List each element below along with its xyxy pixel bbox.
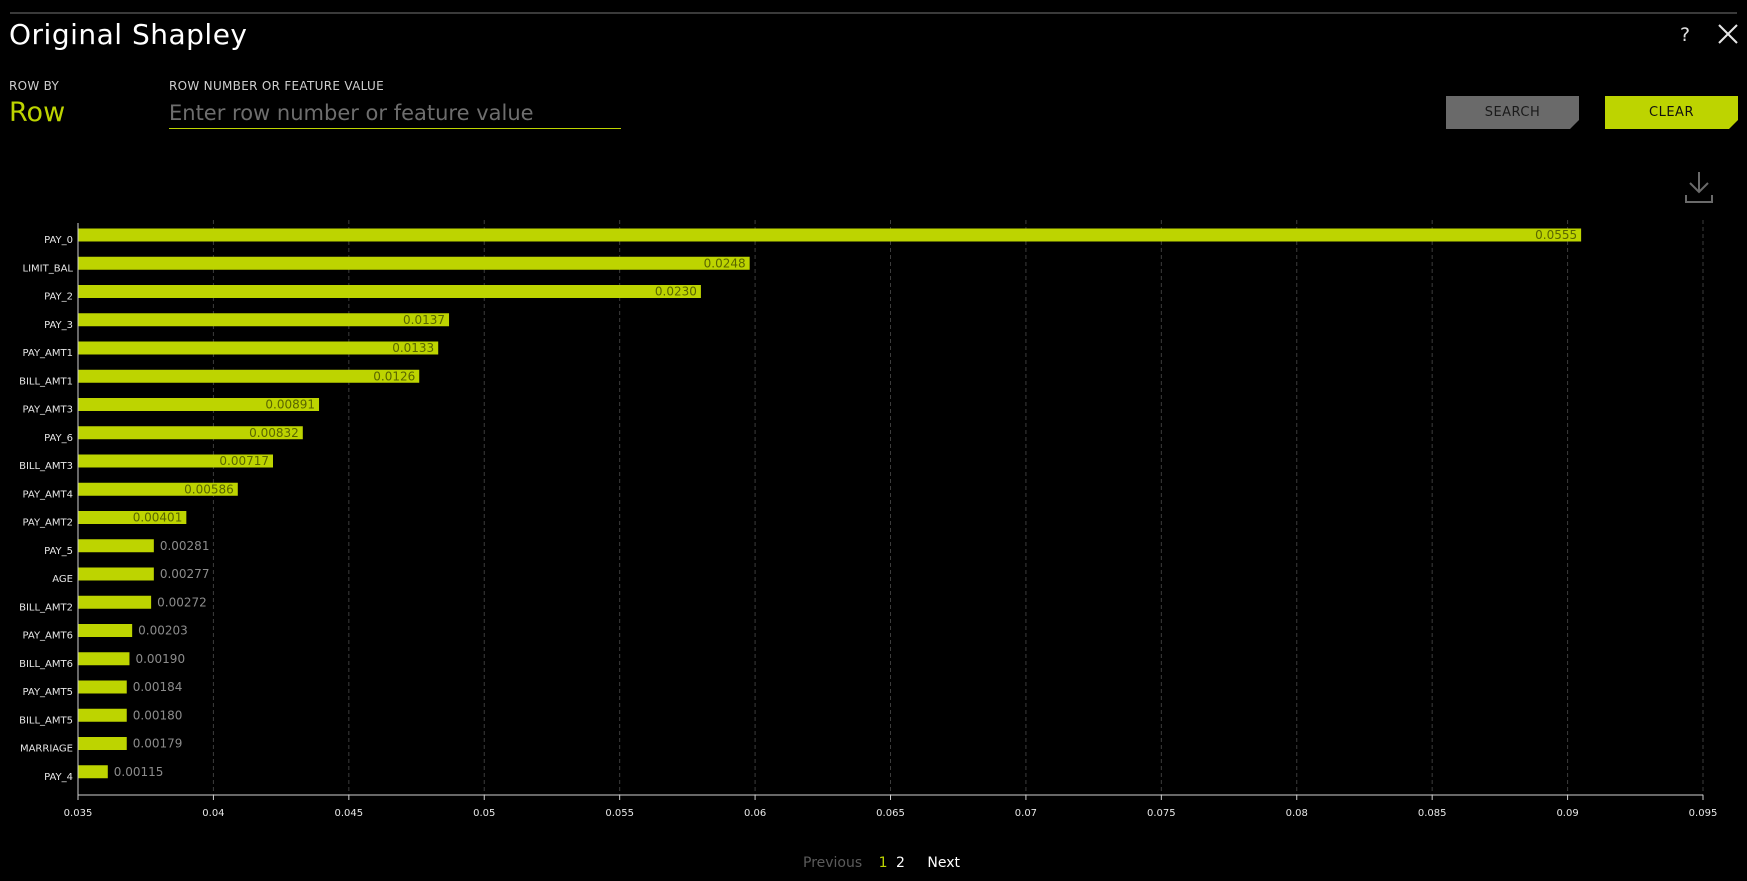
page-title: Original Shapley <box>9 18 248 51</box>
bar-value-label: 0.00401 <box>133 511 183 525</box>
bar-value-label: 0.00586 <box>184 482 234 496</box>
y-tick-label: BILL_AMT1 <box>19 376 73 387</box>
bar[interactable] <box>78 256 750 270</box>
bar-value-label: 0.0248 <box>704 256 746 270</box>
x-tick-label: 0.08 <box>1286 808 1308 819</box>
y-tick-label: PAY_AMT3 <box>22 405 73 416</box>
bar-value-label: 0.00281 <box>160 539 210 553</box>
bar[interactable] <box>78 708 127 722</box>
row-by-value[interactable]: Row <box>9 97 66 128</box>
y-tick-label: MARRIAGE <box>20 744 73 755</box>
bar-value-label: 0.00180 <box>133 708 183 722</box>
bar[interactable] <box>78 624 133 637</box>
bar[interactable] <box>78 313 450 327</box>
y-tick-label: PAY_6 <box>44 433 73 444</box>
y-tick-label: PAY_AMT1 <box>22 348 73 359</box>
bar-value-label: 0.0126 <box>373 369 415 383</box>
y-tick-label: PAY_AMT4 <box>22 489 73 500</box>
search-label: ROW NUMBER OR FEATURE VALUE <box>169 79 384 93</box>
y-tick-label: BILL_AMT6 <box>19 659 73 670</box>
close-icon[interactable] <box>1716 22 1740 46</box>
x-tick-label: 0.09 <box>1556 808 1578 819</box>
x-tick-label: 0.05 <box>473 808 495 819</box>
y-tick-label: BILL_AMT2 <box>19 602 73 613</box>
help-icon[interactable]: ? <box>1680 24 1691 46</box>
clear-button[interactable]: CLEAR <box>1605 96 1738 129</box>
page-1-button[interactable]: 1 <box>878 855 888 871</box>
x-tick-label: 0.045 <box>335 808 364 819</box>
bar-value-label: 0.00115 <box>114 765 164 779</box>
x-tick-label: 0.095 <box>1689 808 1718 819</box>
x-tick-label: 0.04 <box>202 808 224 819</box>
row-by-label: ROW BY <box>9 79 60 93</box>
y-tick-label: PAY_5 <box>44 546 73 557</box>
bar-value-label: 0.00891 <box>265 398 315 412</box>
bar-value-label: 0.00717 <box>219 454 269 468</box>
next-page-button[interactable]: Next <box>927 855 960 871</box>
bar-value-label: 0.0137 <box>403 313 445 327</box>
y-tick-label: PAY_3 <box>44 320 73 331</box>
bar[interactable] <box>78 228 1582 242</box>
bar[interactable] <box>78 285 701 298</box>
top-divider <box>10 12 1737 14</box>
bar-value-label: 0.0230 <box>655 285 697 299</box>
x-tick-label: 0.075 <box>1147 808 1176 819</box>
y-tick-label: AGE <box>52 574 73 585</box>
bar-value-label: 0.00179 <box>133 737 183 751</box>
bar-value-label: 0.00832 <box>249 426 299 440</box>
y-tick-label: PAY_AMT2 <box>22 518 73 529</box>
page-2-button[interactable]: 2 <box>896 855 905 871</box>
search-block: ROW NUMBER OR FEATURE VALUE <box>169 79 621 129</box>
bar[interactable] <box>78 737 127 750</box>
bar[interactable] <box>78 652 130 666</box>
x-tick-label: 0.065 <box>876 808 905 819</box>
bars: 0.0555 0.0248 0.0230 0.0137 0.0133 0.0126 0.00… <box>78 228 1582 779</box>
x-tick-label: 0.06 <box>744 808 766 819</box>
bar[interactable] <box>78 426 303 440</box>
y-tick-label: LIMIT_BAL <box>23 263 74 274</box>
search-input[interactable] <box>169 98 621 129</box>
bar-value-label: 0.00190 <box>135 652 185 666</box>
bar-value-label: 0.0133 <box>392 341 434 355</box>
bar[interactable] <box>78 511 187 524</box>
previous-page-button[interactable]: Previous <box>803 855 863 871</box>
pagination: Previous 1 2 Next <box>803 855 966 871</box>
y-tick-label: PAY_AMT6 <box>22 631 73 642</box>
download-icon[interactable] <box>1684 170 1714 204</box>
grid-lines <box>212 220 1704 795</box>
y-tick-label: PAY_AMT5 <box>22 687 73 698</box>
bar-value-label: 0.0555 <box>1535 228 1577 242</box>
shapley-bar-chart: 0.0555 0.0248 0.0230 0.0137 0.0133 0.0126 0.00… <box>19 220 1717 819</box>
x-tick-label: 0.07 <box>1015 808 1037 819</box>
y-tick-label: PAY_0 <box>44 235 73 246</box>
bar[interactable] <box>78 680 127 694</box>
bar[interactable] <box>78 454 273 468</box>
bar[interactable] <box>78 595 152 609</box>
search-button[interactable]: SEARCH <box>1446 96 1579 129</box>
y-tick-label: BILL_AMT5 <box>19 715 73 726</box>
bar[interactable] <box>78 341 439 355</box>
y-tick-label: PAY_4 <box>44 772 73 783</box>
bar-value-label: 0.00203 <box>138 624 188 638</box>
bar[interactable] <box>78 398 320 411</box>
x-tick-label: 0.085 <box>1418 808 1447 819</box>
row-by-selector[interactable]: ROW BY Row <box>9 79 65 128</box>
bar-value-label: 0.00272 <box>157 595 207 609</box>
y-tick-label: BILL_AMT3 <box>19 461 73 472</box>
bar-value-label: 0.00184 <box>133 680 183 694</box>
bar[interactable] <box>78 369 420 383</box>
bar[interactable] <box>78 539 154 553</box>
bar[interactable] <box>78 765 108 779</box>
bar-value-label: 0.00277 <box>160 567 210 581</box>
bar[interactable] <box>78 482 238 496</box>
x-tick-label: 0.055 <box>605 808 634 819</box>
x-tick-label: 0.035 <box>64 808 93 819</box>
y-tick-label: PAY_2 <box>44 292 73 303</box>
axes: 0.035 0.04 0.045 0.05 0.055 0.06 0.065 0.07 0.07… <box>19 223 1717 819</box>
bar[interactable] <box>78 567 154 581</box>
